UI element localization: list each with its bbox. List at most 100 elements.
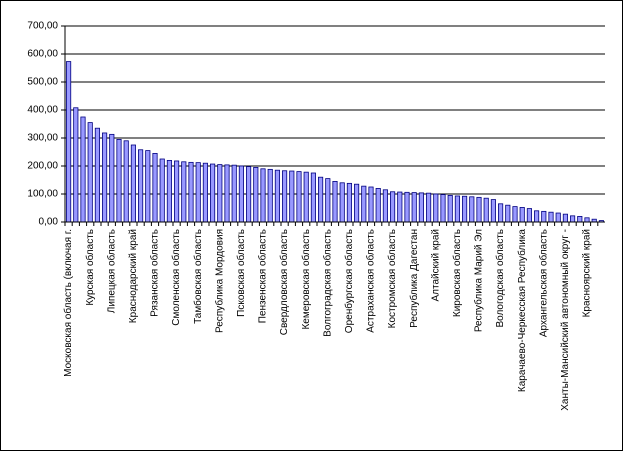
bar [282, 170, 288, 223]
x-tick-label: Псковская область [235, 229, 247, 317]
bar [476, 196, 482, 223]
x-tick-label: Кировская область [451, 229, 463, 317]
y-tick-label: 300,00 [27, 133, 58, 144]
bar [238, 165, 244, 223]
bar [188, 161, 194, 223]
bar [116, 138, 122, 223]
bar [325, 178, 331, 223]
bar [368, 186, 374, 223]
x-tick-label: Липецкая область [105, 229, 117, 313]
bar [253, 166, 259, 223]
bar [73, 107, 79, 223]
bar [390, 191, 396, 223]
bar [87, 122, 93, 223]
bar [246, 166, 252, 223]
bar [577, 215, 583, 223]
x-tick-label: Волгоградская область [321, 229, 333, 337]
bar [490, 199, 496, 223]
bar [303, 171, 309, 223]
x-tick-label: Оренбургская область [343, 229, 355, 333]
x-tick-label: Архангельская область [537, 229, 549, 337]
bar [526, 208, 532, 223]
x-tick-label: Ханты-Мансийский автономный округ - [560, 229, 571, 411]
y-tick-label: 0,00 [39, 217, 59, 228]
bar [332, 180, 338, 223]
x-tick-label: Республика Дагестан [408, 229, 420, 328]
bar [202, 162, 208, 223]
x-tick-label: Кемеровская область [300, 229, 312, 330]
bar [534, 210, 540, 223]
x-tick-label: Вологодская область [494, 229, 506, 328]
x-tick-label: Костромская область [386, 229, 398, 328]
bar [418, 192, 424, 223]
bar [505, 204, 511, 223]
bar [361, 185, 367, 223]
bar [274, 169, 280, 223]
bar [426, 192, 432, 223]
x-tick-label: Рязанская область [149, 229, 161, 317]
bar [296, 171, 302, 223]
bar [440, 194, 446, 223]
x-tick-label: Красноярский край [582, 229, 593, 317]
bar [433, 193, 439, 223]
bar [339, 182, 345, 223]
y-tick-label: 700,00 [27, 21, 58, 32]
x-tick-label: Республика Марий Эл [473, 229, 485, 332]
y-tick-label: 500,00 [27, 77, 58, 88]
bar [159, 158, 165, 223]
x-tick-label: Смоленская область [170, 229, 182, 326]
bar [483, 197, 489, 223]
bar [123, 140, 129, 223]
bar [267, 168, 273, 223]
bar [570, 215, 576, 223]
y-tick-label: 400,00 [27, 105, 58, 116]
bar [130, 144, 136, 223]
bar [210, 163, 216, 223]
bar [541, 210, 547, 223]
x-tick-label: Астраханская область [365, 229, 377, 333]
bar [195, 162, 201, 223]
bar [454, 195, 460, 223]
bar [562, 213, 568, 223]
bar [375, 187, 381, 223]
bar [354, 183, 360, 223]
bar [289, 170, 295, 223]
bar [138, 149, 144, 223]
bar [447, 194, 453, 223]
x-tick-label: Пензенская область [257, 229, 269, 323]
bar [94, 127, 100, 223]
x-tick-label: Курская область [84, 229, 96, 306]
bar [397, 191, 403, 223]
bar [310, 172, 316, 223]
bar [231, 164, 237, 223]
bar [411, 192, 417, 223]
bar [80, 116, 86, 223]
x-tick-label: Краснодарский край [128, 229, 139, 323]
bar [346, 182, 352, 223]
x-tick-label: Алтайский край [430, 229, 441, 302]
bar [498, 203, 504, 223]
bar [555, 212, 561, 223]
bar [102, 132, 108, 223]
x-tick-label: Республика Мордовия [213, 229, 225, 333]
bar [66, 61, 72, 223]
bar [166, 159, 172, 223]
bar [512, 206, 518, 223]
x-tick-label: Карачаево-Черкесская Республика [516, 229, 528, 393]
bar [548, 211, 554, 223]
bar [469, 196, 475, 223]
bar [404, 191, 410, 223]
bar [584, 217, 590, 223]
bar [174, 160, 180, 223]
bar [382, 189, 388, 223]
bar [318, 176, 324, 223]
y-tick-label: 600,00 [27, 49, 58, 60]
bar [152, 152, 158, 223]
bar [217, 164, 223, 223]
bar [519, 207, 525, 223]
bar [181, 161, 187, 223]
y-tick-label: 100,00 [27, 189, 58, 200]
bar [260, 168, 266, 223]
bar [224, 164, 230, 223]
bar [462, 195, 468, 223]
